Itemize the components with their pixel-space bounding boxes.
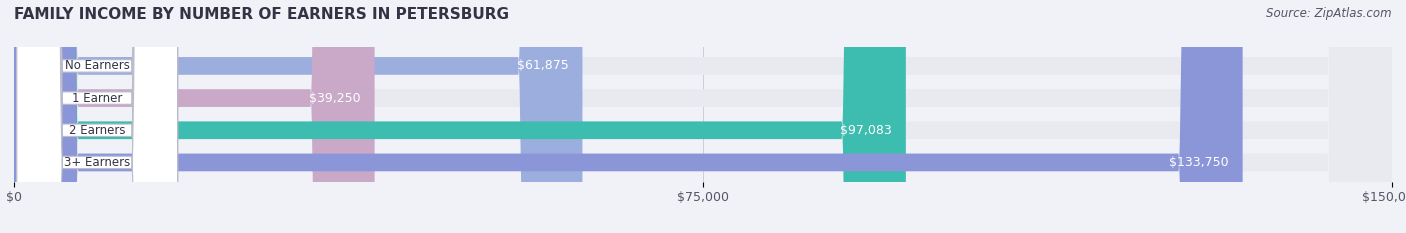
FancyBboxPatch shape (14, 0, 1392, 233)
Text: Source: ZipAtlas.com: Source: ZipAtlas.com (1267, 7, 1392, 20)
FancyBboxPatch shape (17, 0, 177, 233)
FancyBboxPatch shape (14, 0, 1392, 233)
FancyBboxPatch shape (17, 0, 177, 233)
FancyBboxPatch shape (14, 0, 374, 233)
FancyBboxPatch shape (14, 0, 1392, 233)
Text: $39,250: $39,250 (309, 92, 361, 105)
FancyBboxPatch shape (14, 0, 905, 233)
FancyBboxPatch shape (17, 0, 177, 233)
Text: 2 Earners: 2 Earners (69, 124, 125, 137)
Text: 1 Earner: 1 Earner (72, 92, 122, 105)
FancyBboxPatch shape (14, 0, 1243, 233)
FancyBboxPatch shape (14, 0, 1392, 233)
FancyBboxPatch shape (14, 0, 582, 233)
Text: 3+ Earners: 3+ Earners (65, 156, 131, 169)
Text: $133,750: $133,750 (1170, 156, 1229, 169)
Text: $97,083: $97,083 (841, 124, 891, 137)
Text: $61,875: $61,875 (517, 59, 568, 72)
FancyBboxPatch shape (17, 0, 177, 233)
Text: No Earners: No Earners (65, 59, 129, 72)
Text: FAMILY INCOME BY NUMBER OF EARNERS IN PETERSBURG: FAMILY INCOME BY NUMBER OF EARNERS IN PE… (14, 7, 509, 22)
